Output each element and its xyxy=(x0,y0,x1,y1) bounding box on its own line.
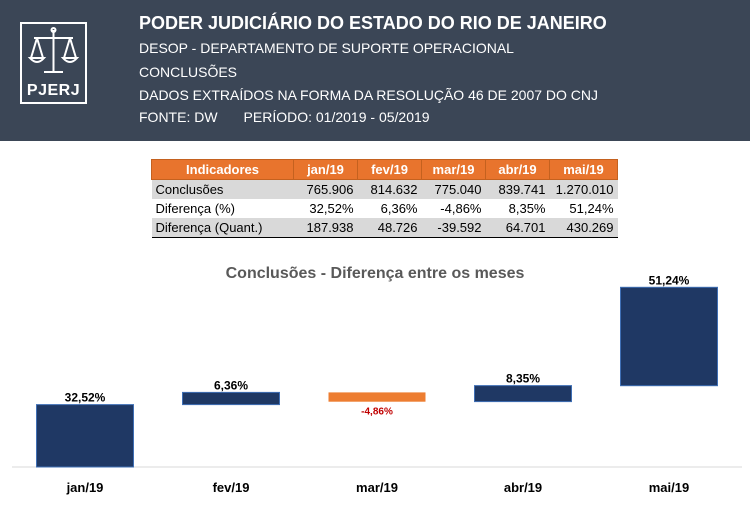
table-cell: -39.592 xyxy=(421,218,486,238)
pjerj-logo: PJERJ xyxy=(20,22,87,104)
header-title: PODER JUDICIÁRIO DO ESTADO DO RIO DE JAN… xyxy=(139,13,607,33)
table-cell: 51,24% xyxy=(569,201,614,216)
column-header: jan/19 xyxy=(293,159,358,180)
column-header: abr/19 xyxy=(485,159,550,180)
scales-of-justice-icon xyxy=(27,27,80,73)
x-tick-label: jan/19 xyxy=(66,480,104,495)
x-tick-label: mar/19 xyxy=(356,480,398,495)
table-row: Diferença (%) 32,52% 6,36% -4,86% 8,35% … xyxy=(152,199,618,218)
header-source-note: DADOS EXTRAÍDOS NA FORMA DA RESOLUÇÃO 46… xyxy=(139,87,599,103)
column-header: Indicadores xyxy=(151,159,294,180)
table-row: Diferença (Quant.) 187.938 48.726 -39.59… xyxy=(151,218,618,238)
header-source-period: FONTE: DW PERÍODO: 01/2019 - 05/2019 xyxy=(139,109,430,125)
table-cell: 8,35% xyxy=(508,201,546,216)
x-tick-label: abr/19 xyxy=(504,480,542,495)
data-label: 32,52% xyxy=(65,391,106,405)
row-label: Diferença (%) xyxy=(155,201,235,216)
table-cell: 6,36% xyxy=(380,201,418,216)
table-cell: -4,86% xyxy=(440,201,482,216)
fonte-label: FONTE: DW xyxy=(139,109,218,125)
increase-bar xyxy=(620,286,718,387)
data-label: 6,36% xyxy=(214,378,248,392)
x-tick-label: fev/19 xyxy=(213,480,250,495)
table-row: Conclusões 765.906 814.632 775.040 839.7… xyxy=(151,179,618,199)
row-label: Diferença (Quant.) xyxy=(151,218,294,238)
row-label: Conclusões xyxy=(151,179,294,199)
table-cell: 775.040 xyxy=(421,179,486,199)
indicators-table: Indicadores jan/19 fev/19 mar/19 abr/19 … xyxy=(151,159,618,238)
column-header: mai/19 xyxy=(549,159,618,180)
table-cell: 430.269 xyxy=(549,218,618,238)
table-cell: 187.938 xyxy=(293,218,358,238)
table-cell: 64.701 xyxy=(485,218,550,238)
x-tick-label: mai/19 xyxy=(649,480,689,495)
column-header: fev/19 xyxy=(357,159,422,180)
table-cell: 32,52% xyxy=(309,201,354,216)
data-label: 8,35% xyxy=(506,372,540,386)
header-subject: CONCLUSÕES xyxy=(139,64,238,80)
table-cell: 765.906 xyxy=(293,179,358,199)
table-cell: 1.270.010 xyxy=(549,179,618,199)
column-header: mar/19 xyxy=(421,159,486,180)
table-header-row: Indicadores jan/19 fev/19 mar/19 abr/19 … xyxy=(151,159,618,180)
periodo-label: PERÍODO: 01/2019 - 05/2019 xyxy=(243,109,430,125)
report-header: PJERJ PODER JUDICIÁRIO DO ESTADO DO RIO … xyxy=(0,0,750,141)
chart-title: Conclusões - Diferença entre os meses xyxy=(225,265,525,282)
data-label: 51,24% xyxy=(649,273,690,287)
logo-text: PJERJ xyxy=(26,82,81,99)
increase-bar xyxy=(182,391,280,406)
increase-bar xyxy=(474,385,572,403)
table-cell: 48.726 xyxy=(357,218,422,238)
decrease-bar xyxy=(328,392,426,402)
increase-bar xyxy=(36,404,134,468)
table-cell: 839.741 xyxy=(485,179,550,199)
table-cell: 814.632 xyxy=(357,179,422,199)
data-label: -4,86% xyxy=(361,407,393,418)
header-department: DESOP - DEPARTAMENTO DE SUPORTE OPERACIO… xyxy=(139,40,514,56)
